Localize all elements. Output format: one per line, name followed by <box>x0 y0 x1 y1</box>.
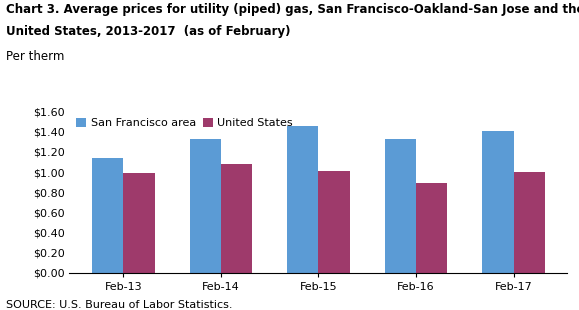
Bar <box>287 126 318 273</box>
Text: SOURCE: U.S. Bureau of Labor Statistics.: SOURCE: U.S. Bureau of Labor Statistics. <box>6 300 232 310</box>
Bar <box>385 139 416 273</box>
Bar <box>482 131 514 273</box>
Bar <box>514 172 545 273</box>
Bar <box>318 171 350 273</box>
Bar <box>123 173 155 273</box>
Bar <box>190 139 221 273</box>
Text: Per therm: Per therm <box>6 50 64 63</box>
Bar <box>221 164 252 273</box>
Text: United States, 2013-2017  (as of February): United States, 2013-2017 (as of February… <box>6 25 290 38</box>
Text: Chart 3. Average prices for utility (piped) gas, San Francisco-Oakland-San Jose : Chart 3. Average prices for utility (pip… <box>6 3 579 16</box>
Legend: San Francisco area, United States: San Francisco area, United States <box>75 117 294 130</box>
Bar <box>416 183 447 273</box>
Bar <box>92 158 123 273</box>
